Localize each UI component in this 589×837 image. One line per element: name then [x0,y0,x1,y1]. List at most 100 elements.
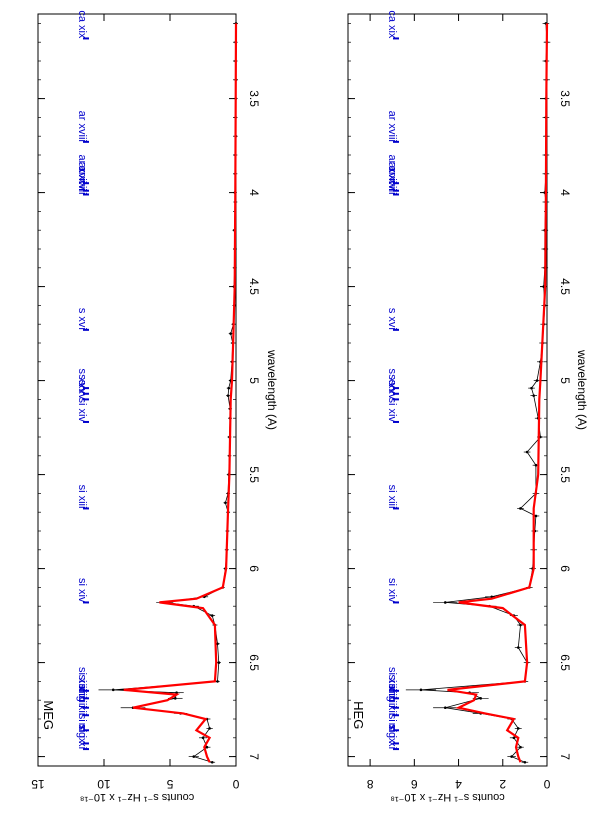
data-point [519,623,522,627]
line-id-label: ar xvii [386,166,398,195]
line-id-label: si xiii [386,674,398,698]
data-point [229,332,233,335]
x-tick-label: 7 [247,753,261,760]
data-point [525,450,529,454]
data-point [530,386,533,390]
x-tick-label: 6.5 [247,654,261,671]
data-point [175,691,178,694]
y-axis-label: counts s⁻¹ Hz⁻¹ x 10⁻¹⁸ [80,791,194,803]
line-id-label: s xv [76,369,88,389]
line-id-label: si ix [76,724,88,743]
data-point [510,755,513,758]
x-tick-label: 5.5 [558,466,572,483]
y-tick-label: 2 [499,777,506,791]
line-id-label: ar xvii [76,154,88,183]
line-id-label: si xiv [76,398,88,423]
data-point [419,688,423,692]
data-point [534,514,538,518]
line-id-label: ar xvii [386,162,398,191]
y-tick-label: 6 [411,777,418,791]
line-id-label: mg xi [386,723,398,749]
y-tick-label: 8 [366,777,373,791]
heg-panel: 3.5 4 4.5 5 5.5 6 6.5 7 0 2 4 6 8 wavelength (A) count… [347,10,589,803]
x-tick-label: 4.5 [247,278,261,295]
data-trace [420,23,548,763]
line-id-label: si xiii [76,667,88,691]
y-tick-label: 0 [232,777,239,791]
y-tick-label: 5 [166,777,173,791]
line-id-label: si x [386,714,398,731]
line-id-label: si xiv [386,578,398,603]
data-point [534,463,538,467]
data-point [479,697,482,700]
data-point [111,688,115,692]
data-point [217,661,221,664]
y-tick-label: 15 [31,777,45,791]
line-id-label: si xiii [76,674,88,698]
y-tick-label: 0 [543,777,550,791]
data-point [208,727,211,730]
plot-frame [37,13,237,767]
line-id-label: ar xviii [76,111,88,142]
line-id-label: s xv [76,374,88,394]
data-point [173,697,177,700]
data-point [516,646,520,649]
x-tick-label: 7 [558,753,572,760]
data-point [227,386,231,390]
line-id-label: ca xix [76,10,88,39]
y-axis-label: counts s⁻¹ Hz⁻¹ x 10⁻¹⁸ [390,791,504,803]
x-tick-label: 4 [247,189,261,196]
data-point [532,394,536,397]
data-trace [113,23,237,763]
model-curve [447,23,549,763]
x-tick-label: 6 [558,565,572,572]
line-id-label: ar xvii [76,162,88,191]
data-point [216,642,219,646]
data-point [226,394,230,397]
data-point [224,501,227,505]
x-tick-label: 5 [558,377,572,384]
data-point [192,755,196,758]
data-point [516,727,520,730]
line-id-label: ar xvii [386,154,398,183]
line-id-label: s xv [76,380,88,400]
x-axis-label: wavelength (A) [575,349,589,430]
data-point [519,745,522,749]
plot-frame [347,13,548,767]
line-id-label: si xiii [386,684,398,708]
x-tick-label: 4 [558,189,572,196]
data-point [535,379,539,382]
x-tick-label: 5.5 [247,466,261,483]
meg-panel: 3.5 4 4.5 5 5.5 6 6.5 7 0 5 10 15 wavelength (A) coun… [31,10,279,803]
line-id-label: si xiii [386,667,398,691]
line-id-label: s xvi [76,308,88,330]
data-point [205,745,209,749]
x-tick-label: 3.5 [247,90,261,107]
line-id-label: mg xi [76,723,88,749]
y-tick-label: 10 [97,777,111,791]
line-id-label: si ix [386,724,398,743]
line-id-label: s xv [386,374,398,394]
x-tick-label: 4.5 [558,278,572,295]
data-point [523,760,527,764]
x-tick-label: 5 [247,377,261,384]
line-id-label: ar xvii [76,166,88,195]
x-tick-label: 6 [247,565,261,572]
data-point [201,736,205,740]
data-point [519,507,522,510]
line-id-label: ar xviii [386,111,398,142]
model-curve [123,23,238,763]
line-id-label: si xiii [76,485,88,509]
line-id-label: si xiv [76,578,88,603]
line-id-label: si x [76,714,88,731]
line-id-label: s xv [386,380,398,400]
line-id-label: s xvi [386,308,398,330]
data-point [512,736,516,740]
y-tick-label: 4 [455,777,462,791]
data-point [216,680,219,683]
line-id-label: mg xii [386,687,398,716]
data-point [443,706,447,710]
data-point [443,601,447,604]
x-axis-label: wavelength (A) [265,349,279,430]
